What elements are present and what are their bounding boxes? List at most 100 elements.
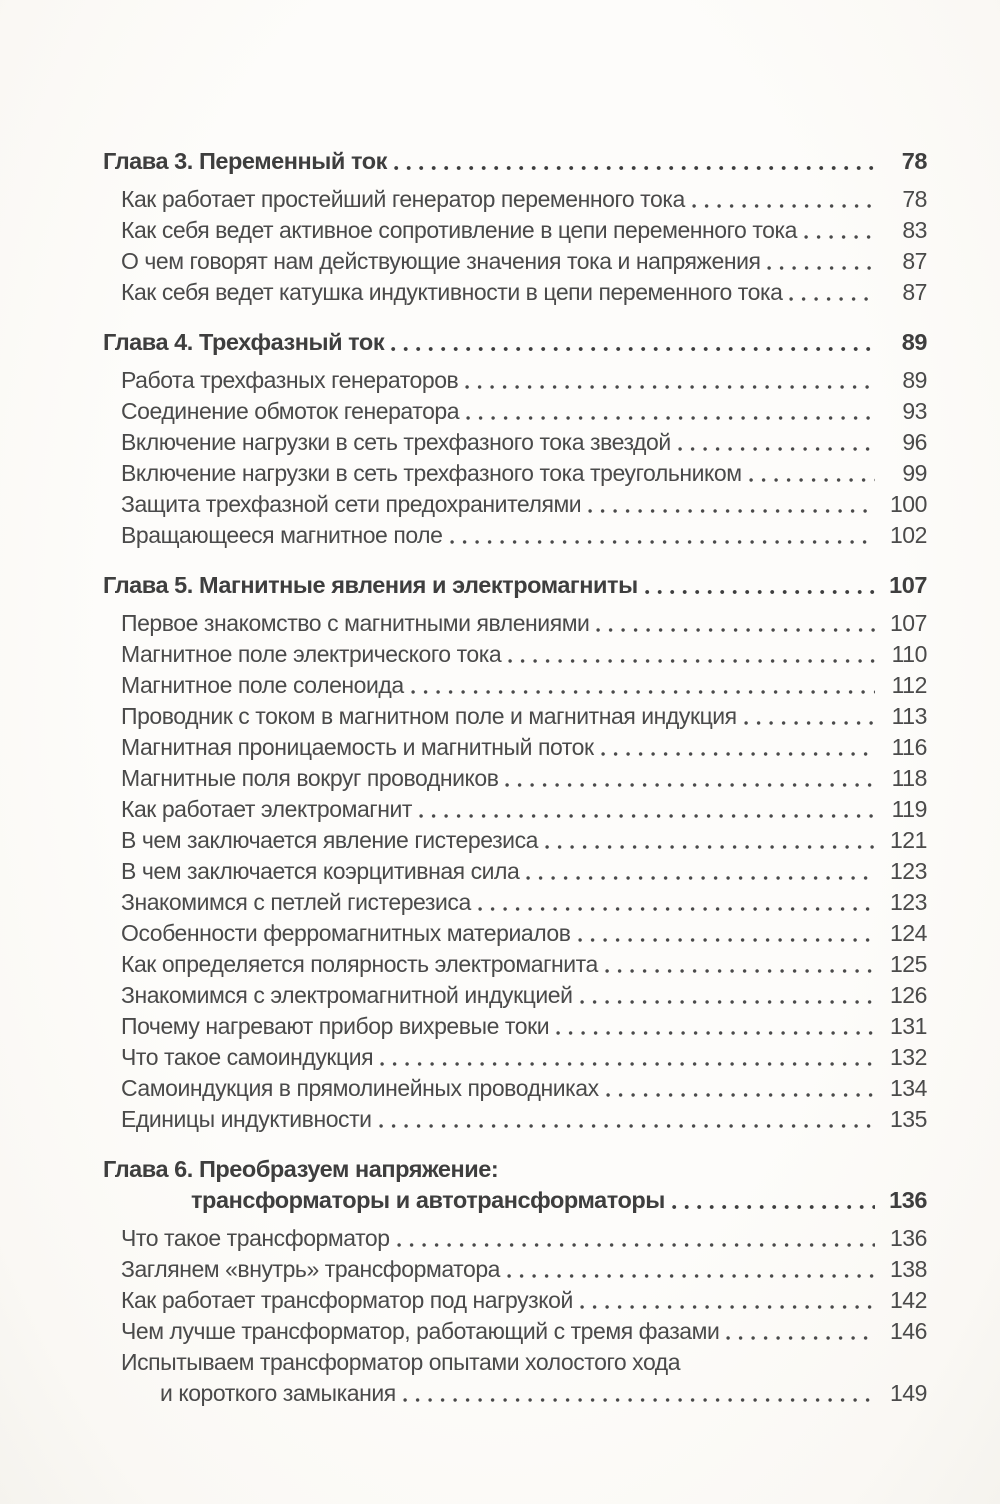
- toc-entry-label: Магнитное поле соленоида: [121, 672, 404, 698]
- toc-entry-label: Проводник с током в магнитном поле и маг…: [121, 703, 737, 729]
- dot-leader: [671, 1204, 875, 1210]
- toc-entry-label: Включение нагрузки в сеть трехфазного то…: [121, 429, 671, 455]
- dot-leader: [505, 782, 875, 788]
- toc-entry-label: Знакомимся с электромагнитной индукцией: [121, 982, 573, 1008]
- toc-entry-page-number: 134: [889, 1075, 927, 1101]
- dot-leader: [396, 1242, 875, 1248]
- toc-entry-page-number: 123: [889, 889, 927, 915]
- toc-entry-label: Почему нагревают прибор вихревые токи: [121, 1013, 550, 1039]
- chapter-heading-label: Глава 5. Магнитные явления и электромагн…: [103, 572, 638, 598]
- chapter-heading: Глава 3. Переменный ток 78: [103, 146, 927, 177]
- toc-entry: Что такое трансформатор 136: [103, 1223, 927, 1254]
- toc-entry-label: Магнитная проницаемость и магнитный пото…: [121, 734, 594, 760]
- toc-entry-label: Знакомимся с петлей гистерезиса: [121, 889, 471, 915]
- toc-entry: Защита трехфазной сети предохранителями 1…: [103, 489, 927, 520]
- dot-leader: [588, 508, 875, 514]
- toc-entry-label: В чем заключается явление гистерезиса: [121, 827, 538, 853]
- toc-entry-page-number: 126: [889, 982, 927, 1008]
- toc-entry: Магнитные поля вокруг проводников 118: [103, 763, 927, 794]
- toc-entry: Как себя ведет активное сопротивление в …: [103, 215, 927, 246]
- toc-entry: Магнитное поле электрического тока 110: [103, 639, 927, 670]
- toc-entry-page-number: 142: [889, 1287, 927, 1313]
- toc-entry-page-number: 118: [891, 765, 928, 791]
- toc-entry: О чем говорят нам действующие значения т…: [103, 246, 927, 277]
- toc-entry: Самоиндукция в прямолинейных проводниках…: [103, 1073, 927, 1104]
- toc-entry-label: Магнитные поля вокруг проводников: [121, 765, 499, 791]
- dot-leader: [508, 658, 875, 664]
- dot-leader: [391, 346, 875, 352]
- toc-entry-label: Вращающееся магнитное поле: [121, 522, 443, 548]
- toc-entry: Работа трехфазных генераторов 89: [103, 365, 927, 396]
- chapter-heading-page-number: 78: [901, 148, 928, 174]
- toc-entry-page-number: 119: [891, 796, 928, 822]
- dot-leader: [677, 446, 875, 452]
- dot-leader: [577, 937, 875, 943]
- toc-entry-page-number: 93: [902, 398, 927, 424]
- chapter-heading-label: Глава 4. Трехфазный ток: [103, 329, 385, 355]
- chapter-heading: Глава 4. Трехфазный ток 89: [103, 327, 927, 358]
- dot-leader: [644, 589, 875, 595]
- dot-leader: [789, 296, 875, 302]
- dot-leader: [410, 689, 875, 695]
- dot-leader: [600, 751, 875, 757]
- toc-entry-page-number: 136: [889, 1225, 927, 1251]
- toc-entry-label: В чем заключается коэрцитивная сила: [121, 858, 520, 884]
- dot-leader: [596, 627, 875, 633]
- dot-leader: [402, 1397, 875, 1403]
- toc-entry: Соединение обмоток генератора 93: [103, 396, 927, 427]
- dot-leader: [418, 813, 875, 819]
- toc-entry: Единицы индуктивности 135: [103, 1104, 927, 1135]
- toc-entry-page-number: 121: [889, 827, 927, 853]
- toc-entry: Заглянем «внутрь» трансформатора 138: [103, 1254, 927, 1285]
- toc-entry-line2-page-number: 149: [889, 1380, 927, 1406]
- toc-entry-label: Как себя ведет активное сопротивление в …: [121, 217, 797, 243]
- toc-entry-line2: и короткого замыкания 149: [103, 1378, 927, 1409]
- toc-entry-page-number: 124: [889, 920, 927, 946]
- dot-leader: [477, 906, 875, 912]
- chapter-heading-page-number: 89: [901, 329, 928, 355]
- toc-entry: Магнитная проницаемость и магнитный пото…: [103, 732, 927, 763]
- toc-entry-label: Чем лучше трансформатор, работающий с тр…: [121, 1318, 720, 1344]
- dot-leader: [556, 1030, 875, 1036]
- chapter-heading-page-number: 107: [889, 572, 927, 598]
- dot-leader: [544, 844, 875, 850]
- chapter-heading-label: Глава 3. Переменный ток: [103, 148, 387, 174]
- toc-entry-label: Магнитное поле электрического тока: [121, 641, 502, 667]
- toc-entry: Как работает трансформатор под нагрузкой…: [103, 1285, 927, 1316]
- toc-entry-page-number: 125: [889, 951, 927, 977]
- table-of-contents: Глава 3. Переменный ток 78 Как работает пр…: [103, 146, 927, 1428]
- toc-entry-label: Как определяется полярность электромагни…: [121, 951, 598, 977]
- chapter-block-4: Глава 4. Трехфазный ток 89 Работа трехфазн…: [103, 327, 927, 551]
- chapter-block-3: Глава 3. Переменный ток 78 Как работает пр…: [103, 146, 927, 308]
- toc-entry-label: Как работает электромагнит: [121, 796, 412, 822]
- toc-entry-page-number: 113: [891, 703, 928, 729]
- toc-entry-page-number: 107: [889, 610, 927, 636]
- toc-entry: Особенности ферромагнитных материалов 124: [103, 918, 927, 949]
- toc-entry: Почему нагревают прибор вихревые токи 131: [103, 1011, 927, 1042]
- toc-entry-page-number: 146: [889, 1318, 927, 1344]
- toc-entry-page-number: 131: [889, 1013, 927, 1039]
- toc-entry-page-number: 87: [902, 279, 927, 305]
- toc-entry: Вращающееся магнитное поле 102: [103, 520, 927, 551]
- toc-entry-page-number: 138: [889, 1256, 927, 1282]
- toc-entry-label: Самоиндукция в прямолинейных проводниках: [121, 1075, 599, 1101]
- toc-entry-page-number: 83: [902, 217, 927, 243]
- toc-entry: Проводник с током в магнитном поле и маг…: [103, 701, 927, 732]
- toc-entry-page-number: 116: [891, 734, 928, 760]
- toc-entry-label: Соединение обмоток генератора: [121, 398, 460, 424]
- toc-entry: В чем заключается коэрцитивная сила 123: [103, 856, 927, 887]
- toc-entry-line1: Испытываем трансформатор опытами холосто…: [103, 1347, 927, 1378]
- toc-entry: Как работает простейший генератор переме…: [103, 184, 927, 215]
- toc-entry: Как работает электромагнит 119: [103, 794, 927, 825]
- toc-entry: Чем лучше трансформатор, работающий с тр…: [103, 1316, 927, 1347]
- toc-entry-label: Особенности ферромагнитных материалов: [121, 920, 571, 946]
- toc-entry-line1-label: Испытываем трансформатор опытами холосто…: [121, 1349, 681, 1375]
- chapter-heading-line2-page-number: 136: [889, 1187, 927, 1213]
- toc-entry-page-number: 112: [891, 672, 928, 698]
- toc-entry-label: Что такое самоиндукция: [121, 1044, 374, 1070]
- toc-entry: Включение нагрузки в сеть трехфазного то…: [103, 458, 927, 489]
- dot-leader: [767, 265, 875, 271]
- toc-entry-page-number: 132: [889, 1044, 927, 1070]
- chapter-block-6: Глава 6. Преобразуем напряжение: трансфор…: [103, 1154, 927, 1409]
